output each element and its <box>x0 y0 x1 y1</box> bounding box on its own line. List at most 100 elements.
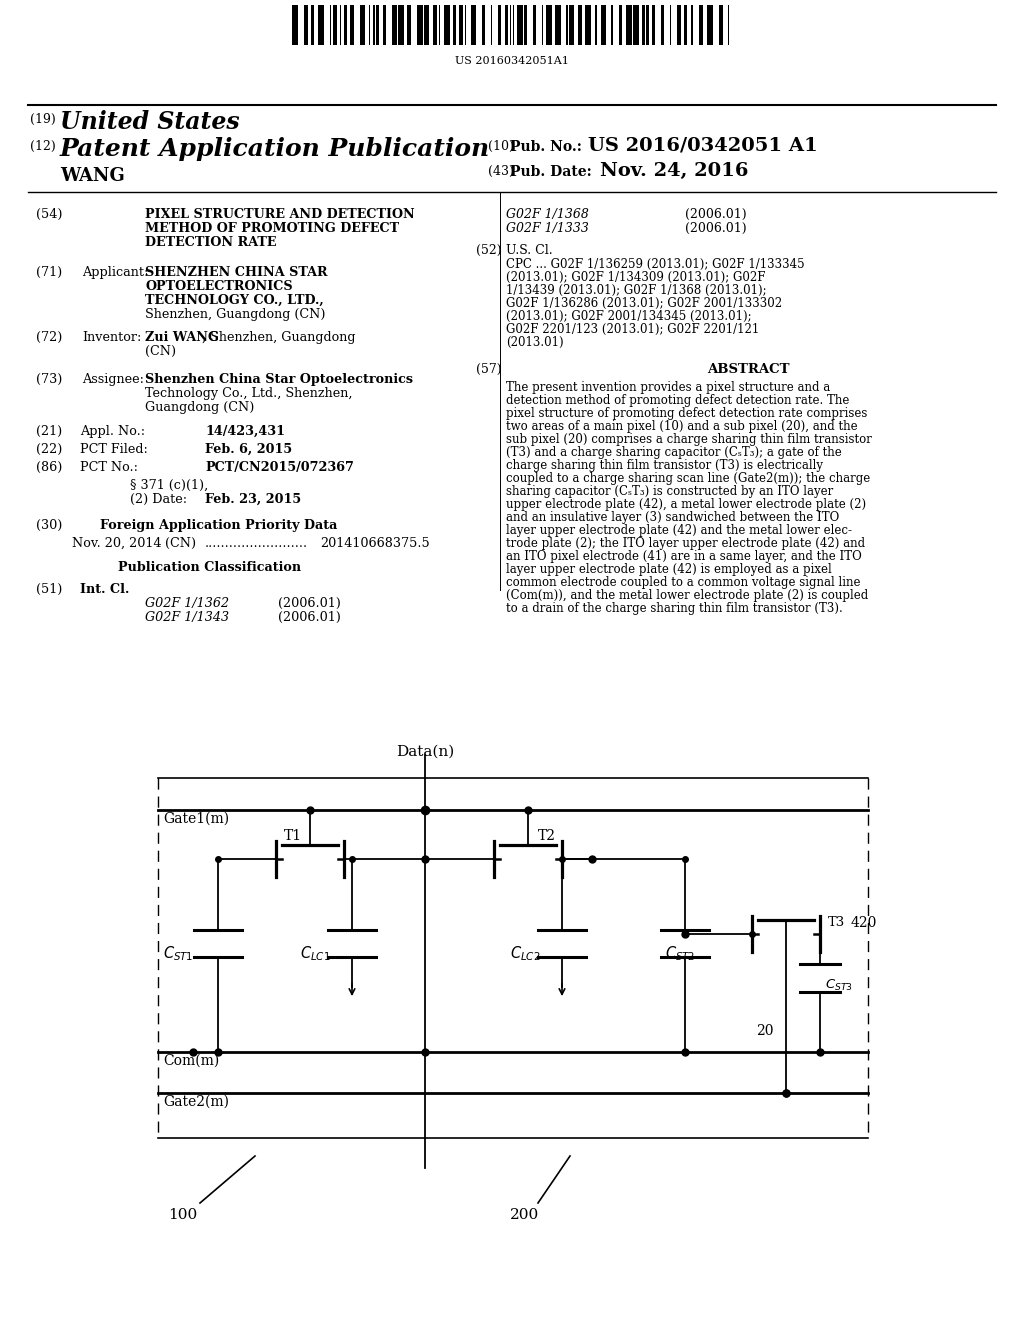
Bar <box>369 5 371 45</box>
Text: (CN): (CN) <box>165 537 197 550</box>
Text: (54): (54) <box>36 209 62 220</box>
Text: 420: 420 <box>851 916 878 931</box>
Text: G02F 2201/123 (2013.01); G02F 2201/121: G02F 2201/123 (2013.01); G02F 2201/121 <box>506 323 759 337</box>
Bar <box>407 5 411 45</box>
Text: (86): (86) <box>36 461 62 474</box>
Text: .........................: ......................... <box>205 537 308 550</box>
Bar <box>392 5 396 45</box>
Text: G02F 1/1343: G02F 1/1343 <box>145 611 229 624</box>
Bar <box>311 5 313 45</box>
Text: an ITO pixel electrode (41) are in a same layer, and the ITO: an ITO pixel electrode (41) are in a sam… <box>506 550 862 564</box>
Text: coupled to a charge sharing scan line (Gate2(m)); the charge: coupled to a charge sharing scan line (G… <box>506 473 870 484</box>
Text: $C_{ST2}$: $C_{ST2}$ <box>665 944 695 962</box>
Text: Appl. No.:: Appl. No.: <box>80 425 145 438</box>
Bar <box>626 5 632 45</box>
Text: Com(m): Com(m) <box>163 1053 219 1068</box>
Text: Int. Cl.: Int. Cl. <box>80 583 129 597</box>
Text: $C_{ST1}$: $C_{ST1}$ <box>163 944 194 962</box>
Text: DETECTION RATE: DETECTION RATE <box>145 236 276 249</box>
Text: United States: United States <box>60 110 240 135</box>
Bar <box>376 5 379 45</box>
Bar <box>542 5 543 45</box>
Bar <box>670 5 671 45</box>
Bar <box>633 5 639 45</box>
Text: ABSTRACT: ABSTRACT <box>707 363 790 376</box>
Bar <box>728 5 729 45</box>
Bar <box>719 5 723 45</box>
Text: upper electrode plate (42), a metal lower electrode plate (2): upper electrode plate (42), a metal lowe… <box>506 498 866 511</box>
Bar <box>677 5 681 45</box>
Text: , Shenzhen, Guangdong: , Shenzhen, Guangdong <box>202 331 355 345</box>
Bar <box>546 5 552 45</box>
Text: (Com(m)), and the metal lower electrode plate (2) is coupled: (Com(m)), and the metal lower electrode … <box>506 589 868 602</box>
Bar <box>642 5 645 45</box>
Bar <box>292 5 298 45</box>
Text: trode plate (2); the ITO layer upper electrode plate (42) and: trode plate (2); the ITO layer upper ele… <box>506 537 865 550</box>
Bar <box>340 5 341 45</box>
Text: (19): (19) <box>30 114 55 125</box>
Text: G02F 1/1362: G02F 1/1362 <box>145 597 229 610</box>
Text: Inventor:: Inventor: <box>82 331 141 345</box>
Bar <box>510 5 511 45</box>
Text: (21): (21) <box>36 425 62 438</box>
Bar <box>304 5 308 45</box>
Text: (2013.01): (2013.01) <box>506 337 563 348</box>
Text: pixel structure of promoting defect detection rate comprises: pixel structure of promoting defect dete… <box>506 407 867 420</box>
Bar <box>534 5 536 45</box>
Text: $C_{LC2}$: $C_{LC2}$ <box>510 944 541 962</box>
Text: (2013.01); G02F 1/134309 (2013.01); G02F: (2013.01); G02F 1/134309 (2013.01); G02F <box>506 271 766 284</box>
Bar <box>611 5 613 45</box>
Text: charge sharing thin film transistor (T3) is electrically: charge sharing thin film transistor (T3)… <box>506 459 823 473</box>
Text: (22): (22) <box>36 444 62 455</box>
Text: (2013.01); G02F 2001/134345 (2013.01);: (2013.01); G02F 2001/134345 (2013.01); <box>506 310 752 323</box>
Text: § 371 (c)(1),: § 371 (c)(1), <box>130 479 208 492</box>
Text: two areas of a main pixel (10) and a sub pixel (20), and the: two areas of a main pixel (10) and a sub… <box>506 420 858 433</box>
Text: layer upper electrode plate (42) is employed as a pixel: layer upper electrode plate (42) is empl… <box>506 564 831 576</box>
Bar <box>601 5 605 45</box>
Text: Feb. 6, 2015: Feb. 6, 2015 <box>205 444 292 455</box>
Bar <box>660 5 664 45</box>
Text: $C_{LC1}$: $C_{LC1}$ <box>300 944 331 962</box>
Text: PCT No.:: PCT No.: <box>80 461 138 474</box>
Text: Data(n): Data(n) <box>396 744 454 759</box>
Text: 201410668375.5: 201410668375.5 <box>319 537 430 550</box>
Text: CPC ... G02F 1/136259 (2013.01); G02F 1/133345: CPC ... G02F 1/136259 (2013.01); G02F 1/… <box>506 257 805 271</box>
Bar <box>471 5 476 45</box>
Bar <box>618 5 622 45</box>
Text: SHENZHEN CHINA STAR: SHENZHEN CHINA STAR <box>145 267 328 279</box>
Text: (2006.01): (2006.01) <box>278 597 341 610</box>
Bar <box>383 5 386 45</box>
Text: Guangdong (CN): Guangdong (CN) <box>145 401 254 414</box>
Bar <box>424 5 428 45</box>
Text: detection method of promoting defect detection rate. The: detection method of promoting defect det… <box>506 393 849 407</box>
Text: (2006.01): (2006.01) <box>685 222 746 235</box>
Bar <box>517 5 523 45</box>
Bar <box>691 5 693 45</box>
Text: (CN): (CN) <box>145 345 176 358</box>
Text: (71): (71) <box>36 267 62 279</box>
Text: Patent Application Publication: Patent Application Publication <box>60 137 490 161</box>
Bar <box>499 5 501 45</box>
Bar <box>698 5 702 45</box>
Text: (52): (52) <box>476 244 502 257</box>
Text: PCT/CN2015/072367: PCT/CN2015/072367 <box>205 461 354 474</box>
Text: 1/13439 (2013.01); G02F 1/1368 (2013.01);: 1/13439 (2013.01); G02F 1/1368 (2013.01)… <box>506 284 767 297</box>
Text: (T3) and a charge sharing capacitor (CₛT₃); a gate of the: (T3) and a charge sharing capacitor (CₛT… <box>506 446 842 459</box>
Text: (12): (12) <box>30 140 55 153</box>
Text: PCT Filed:: PCT Filed: <box>80 444 147 455</box>
Text: G02F 1/136286 (2013.01); G02F 2001/133302: G02F 1/136286 (2013.01); G02F 2001/13330… <box>506 297 782 310</box>
Bar <box>344 5 347 45</box>
Bar <box>506 5 508 45</box>
Text: Nov. 24, 2016: Nov. 24, 2016 <box>600 162 749 180</box>
Bar <box>566 5 568 45</box>
Bar <box>454 5 456 45</box>
Text: TECHNOLOGY CO., LTD.,: TECHNOLOGY CO., LTD., <box>145 294 324 308</box>
Bar <box>398 5 403 45</box>
Text: 20: 20 <box>756 1024 773 1038</box>
Text: WANG: WANG <box>60 168 125 185</box>
Text: T2: T2 <box>538 829 556 843</box>
Text: Gate2(m): Gate2(m) <box>163 1096 229 1109</box>
Text: OPTOELECTRONICS: OPTOELECTRONICS <box>145 280 293 293</box>
Text: sub pixel (20) comprises a charge sharing thin film transistor: sub pixel (20) comprises a charge sharin… <box>506 433 871 446</box>
Bar <box>708 5 713 45</box>
